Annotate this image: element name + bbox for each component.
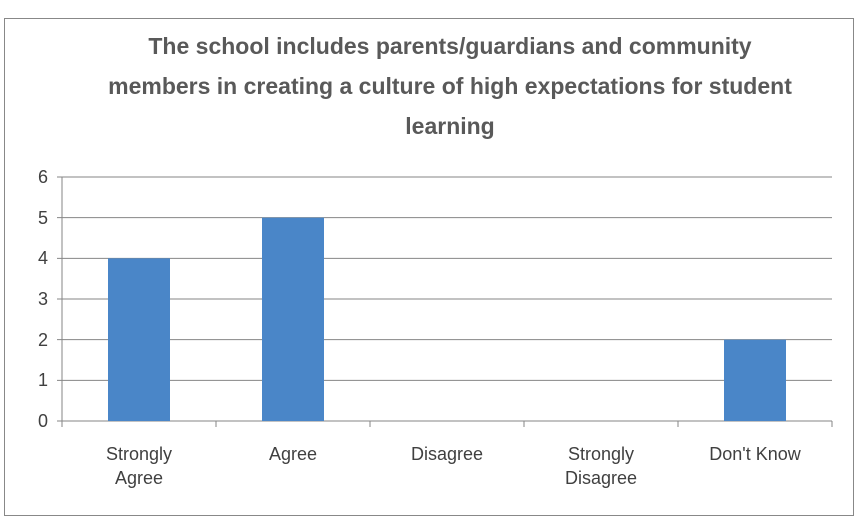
y-tick-label: 2 xyxy=(37,329,48,350)
x-tick-label: Strongly Disagree xyxy=(564,444,638,488)
x-tick-label: Strongly Agree xyxy=(105,444,173,488)
y-tick-label: 3 xyxy=(37,289,48,309)
y-tick-label: 4 xyxy=(37,248,48,269)
x-tick-label: Don't Know xyxy=(709,444,801,464)
chart-frame xyxy=(4,18,854,516)
x-tick-label: Agree xyxy=(268,444,318,464)
y-tick-label: 5 xyxy=(37,207,48,228)
y-tick-label: 1 xyxy=(37,370,48,391)
x-tick-label: Disagree xyxy=(410,444,484,464)
chart-title: The school includes parents/guardians an… xyxy=(108,33,792,139)
bar xyxy=(724,339,786,421)
y-tick-label: 6 xyxy=(37,167,48,187)
y-tick-label: 0 xyxy=(37,411,48,431)
bar xyxy=(108,258,170,421)
bar xyxy=(262,217,324,421)
